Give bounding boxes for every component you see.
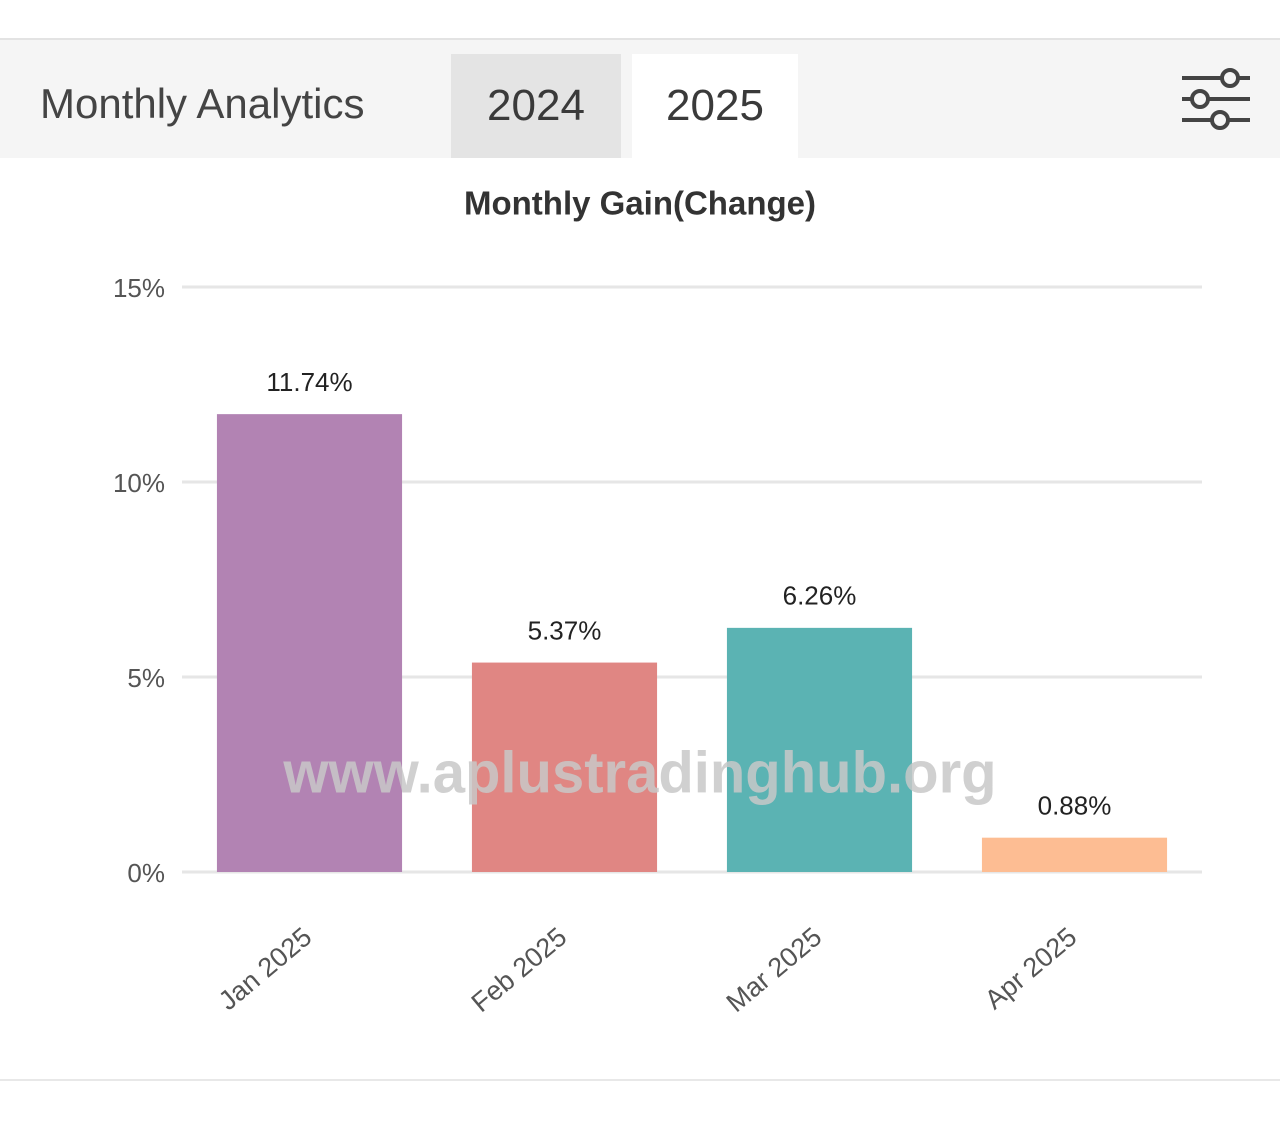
bar [726, 627, 913, 872]
bar [216, 414, 403, 872]
y-tick-label: 10% [113, 468, 165, 498]
watermark: www.aplustradinghub.org [282, 740, 996, 805]
y-tick-label: 0% [127, 858, 165, 888]
x-tick-label: Apr 2025 [979, 922, 1082, 1015]
data-label: 11.74% [266, 367, 352, 397]
divider [0, 1079, 1280, 1081]
year-tab[interactable]: 2024 [451, 54, 621, 158]
chart-title: Monthly Gain(Change) [464, 185, 816, 222]
bar [471, 662, 658, 872]
x-tick-label: Jan 2025 [213, 922, 317, 1016]
data-label: 5.37% [528, 615, 602, 645]
data-label: 6.26% [783, 581, 857, 611]
bar [981, 837, 1168, 872]
data-label: 0.88% [1038, 791, 1112, 821]
chart: Monthly Gain(Change) 0% 5% 10% 15% Jan 2025 1… [113, 185, 1202, 1018]
x-tick-label: Feb 2025 [466, 922, 573, 1018]
y-tick-label: 5% [127, 663, 165, 693]
y-tick-label: 15% [113, 273, 165, 303]
header: Monthly Analytics 2024 2025 [0, 40, 1280, 158]
x-tick-label: Mar 2025 [721, 922, 828, 1018]
year-tab[interactable]: 2025 [632, 54, 798, 158]
divider [0, 38, 1280, 40]
header-title: Monthly Analytics [40, 80, 365, 127]
filter-icon[interactable] [1178, 68, 1250, 130]
